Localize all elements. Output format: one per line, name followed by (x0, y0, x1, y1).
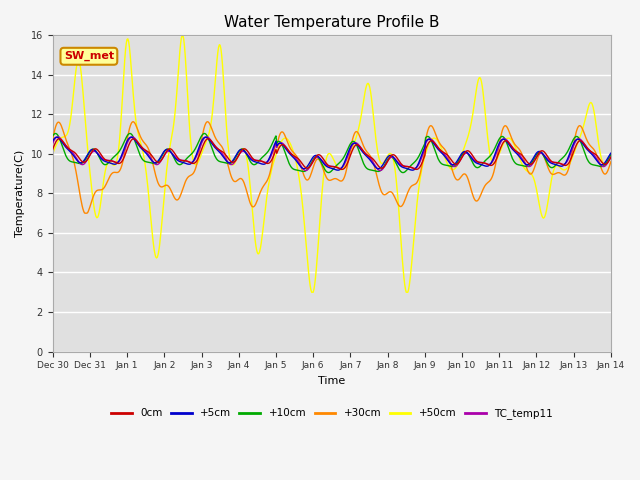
+10cm (324, 169, 332, 175)
+10cm (196, 136, 204, 142)
TC_temp11 (172, 155, 180, 161)
+10cm (378, 166, 386, 172)
+10cm (607, 152, 615, 157)
+5cm (324, 164, 332, 170)
0cm (379, 165, 387, 171)
+5cm (434, 146, 442, 152)
+10cm (399, 170, 407, 176)
+10cm (49, 133, 56, 139)
TC_temp11 (54, 134, 62, 140)
0cm (129, 136, 137, 142)
+50cm (308, 289, 316, 295)
+10cm (557, 156, 565, 162)
+5cm (379, 162, 387, 168)
+5cm (49, 138, 56, 144)
+30cm (379, 191, 387, 197)
0cm (607, 154, 615, 160)
0cm (172, 153, 180, 158)
TC_temp11 (557, 161, 565, 167)
+50cm (557, 166, 565, 171)
TC_temp11 (49, 141, 56, 146)
+5cm (607, 150, 615, 156)
Line: +5cm: +5cm (52, 137, 611, 170)
+30cm (49, 137, 56, 143)
TC_temp11 (434, 144, 442, 150)
0cm (196, 151, 204, 156)
+50cm (196, 155, 204, 161)
Line: +30cm: +30cm (52, 122, 611, 213)
Title: Water Temperature Profile B: Water Temperature Profile B (224, 15, 440, 30)
+30cm (607, 158, 615, 164)
0cm (324, 162, 332, 168)
+30cm (197, 141, 205, 147)
Y-axis label: Temperature(C): Temperature(C) (15, 150, 25, 237)
+50cm (607, 151, 615, 156)
+30cm (173, 197, 180, 203)
+30cm (129, 119, 137, 125)
0cm (557, 161, 565, 167)
Line: +10cm: +10cm (52, 133, 611, 173)
+30cm (325, 177, 333, 183)
+50cm (179, 33, 186, 38)
TC_temp11 (196, 144, 204, 150)
+5cm (172, 156, 180, 162)
+5cm (334, 168, 342, 173)
+50cm (49, 151, 56, 157)
+5cm (557, 163, 565, 169)
TC_temp11 (379, 166, 387, 171)
TC_temp11 (301, 168, 309, 173)
Line: +50cm: +50cm (52, 36, 611, 292)
Legend: 0cm, +5cm, +10cm, +30cm, +50cm, TC_temp11: 0cm, +5cm, +10cm, +30cm, +50cm, TC_temp1… (107, 404, 557, 423)
+50cm (172, 108, 179, 114)
0cm (338, 167, 346, 172)
+50cm (434, 138, 442, 144)
+5cm (52, 134, 60, 140)
+50cm (379, 160, 387, 166)
Line: 0cm: 0cm (52, 139, 611, 169)
0cm (49, 146, 56, 152)
TC_temp11 (325, 163, 333, 169)
+10cm (434, 156, 442, 161)
+5cm (196, 142, 204, 148)
0cm (434, 145, 442, 151)
X-axis label: Time: Time (318, 376, 346, 386)
Text: SW_met: SW_met (64, 51, 114, 61)
+30cm (557, 171, 565, 177)
Line: TC_temp11: TC_temp11 (52, 137, 611, 170)
+10cm (172, 159, 180, 165)
+50cm (325, 151, 333, 156)
TC_temp11 (607, 154, 615, 160)
+30cm (81, 210, 89, 216)
+10cm (52, 131, 60, 136)
+30cm (434, 137, 442, 143)
